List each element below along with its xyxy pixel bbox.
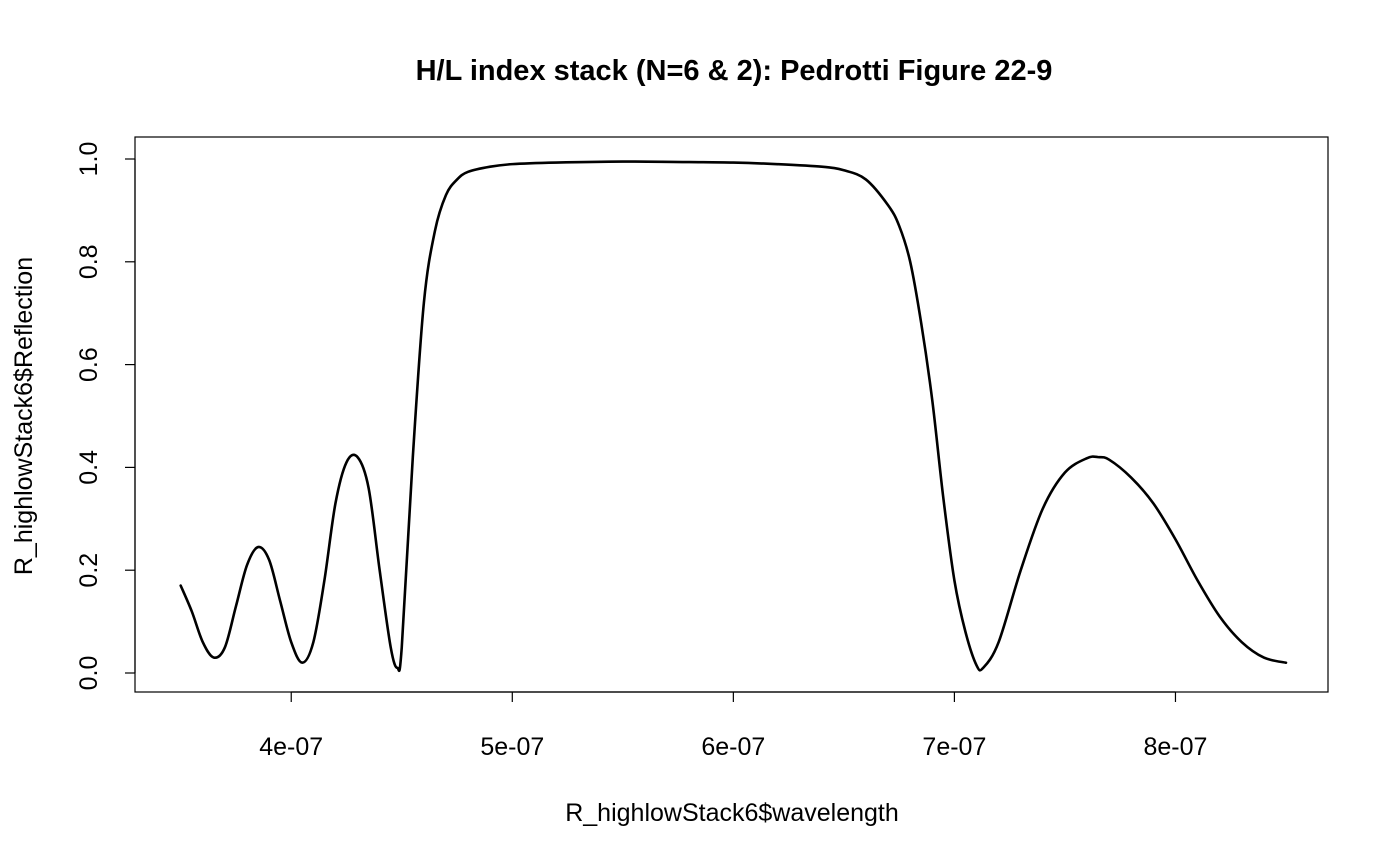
data-point [323,579,325,582]
data-point [390,646,392,648]
data-point [931,399,933,402]
data-point [268,559,270,561]
chart-title: H/L index stack (N=6 & 2): Pedrotti Figu… [416,55,1053,87]
data-point [622,160,624,163]
y-tick-label: 0.4 [75,450,103,485]
data-point [396,667,398,669]
series-layer [179,160,1288,673]
y-tick-label: 0.8 [75,244,103,279]
data-point [202,641,204,643]
data-point [964,631,967,633]
data-point [235,605,237,607]
data-point [334,502,337,504]
data-point [467,171,469,173]
data-point [1108,459,1110,461]
data-point [1285,662,1287,664]
data-point [865,178,867,181]
data-point [1064,471,1066,474]
data-point [445,194,447,196]
data-point [489,166,491,168]
y-tick-label: 0.2 [75,553,103,588]
data-point [180,585,182,587]
data-point [1130,477,1132,479]
data-point [975,664,978,666]
data-point [1263,656,1265,659]
data-point [412,456,414,458]
data-point [345,461,348,463]
y-tick-label: 0.0 [75,656,103,691]
data-point [843,169,845,171]
data-point [423,302,425,304]
x-tick-label: 6e-07 [701,733,765,761]
data-point [401,646,403,648]
data-point [257,546,259,548]
data-point [982,667,984,669]
data-point [434,230,436,232]
data-point [821,166,823,168]
data-point [290,641,292,643]
data-point [312,641,314,643]
data-point [368,487,370,489]
x-tick-label: 8e-07 [1143,733,1207,761]
data-point [1097,456,1099,458]
data-point [776,163,779,165]
data-point [246,564,248,566]
x-axis: 4e-07 5e-07 6e-07 7e-07 8e-07 [259,691,1207,761]
x-tick-label: 5e-07 [480,733,544,761]
x-tick-label: 7e-07 [922,733,986,761]
y-axis-label: R_highlowStack6$Reflection [10,257,38,575]
data-point [732,162,734,164]
data-point [898,225,900,227]
data-point [953,579,956,582]
data-point [511,163,513,165]
data-point [1241,641,1243,643]
plot-frame [134,136,1329,693]
reflection-series-line [179,160,1288,673]
data-point [191,610,193,612]
data-point [379,569,381,571]
data-point [555,162,558,164]
data-point [456,178,458,181]
data-point [1042,507,1044,510]
data-point [213,656,215,659]
data-point [301,662,303,664]
data-point [1196,579,1199,582]
y-axis: 0.0 0.2 0.4 0.6 0.8 1.0 [75,142,136,691]
data-point [887,204,889,206]
data-point [920,322,922,325]
data-point [279,600,281,602]
data-point [688,161,690,163]
data-point [1086,457,1088,459]
data-point [1020,569,1022,571]
data-point [356,456,359,458]
y-tick-label: 0.6 [75,347,103,382]
data-point [998,641,1000,643]
x-axis-label: R_highlowStack6$wavelength [565,799,899,827]
y-tick-label: 1.0 [75,142,103,177]
data-point [942,497,944,499]
data-point [1174,538,1177,540]
data-point [1152,502,1154,504]
x-tick-label: 4e-07 [259,733,323,761]
data-point [909,261,911,263]
data-point [1219,615,1221,618]
data-point [224,646,226,648]
